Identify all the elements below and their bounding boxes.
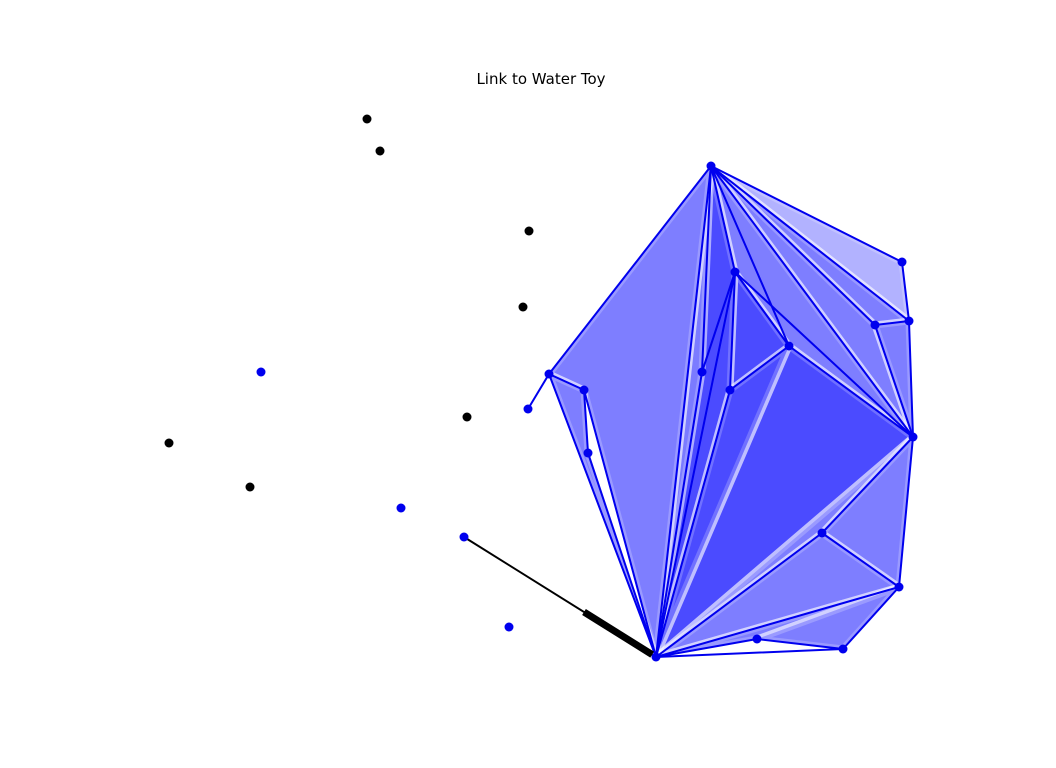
edge-J-I	[655, 532, 823, 658]
blue-node-E	[908, 432, 918, 442]
edge-C-E	[908, 320, 914, 438]
blue-node-L	[730, 267, 740, 277]
face-shade-6	[730, 272, 789, 390]
edge-P-I	[583, 389, 657, 658]
edge-O-P	[548, 373, 585, 391]
blue-node-u4	[459, 532, 469, 542]
edge-E-J	[821, 436, 914, 534]
blue-node-u3	[504, 622, 514, 632]
edge-F-I	[655, 586, 900, 658]
edges-layer	[527, 165, 914, 658]
edge-A-D	[710, 165, 876, 326]
edge-A-L	[710, 165, 736, 273]
blue-node-u2	[396, 503, 406, 513]
edge-K-E	[788, 345, 914, 438]
blue-node-I	[651, 652, 661, 662]
nodes-layer	[164, 114, 918, 662]
diagram-title: Link to Water Toy	[476, 70, 605, 88]
edge-I-G	[655, 648, 844, 658]
edge-A-O	[548, 165, 712, 375]
black-node-b1	[362, 114, 372, 124]
link-edge-thick	[582, 609, 655, 658]
edge-A-B	[710, 165, 903, 263]
edge-D-E	[874, 324, 914, 438]
blue-node-Q	[583, 448, 593, 458]
edge-A-C	[710, 165, 910, 322]
blue-node-u5	[523, 404, 533, 414]
edge-E-F	[898, 436, 914, 588]
edge-L-M	[701, 271, 736, 373]
edge-A-I	[655, 165, 712, 658]
edge-L-N	[729, 271, 736, 391]
blue-node-H	[752, 634, 762, 644]
edge-P-Q	[583, 389, 589, 454]
edge-A-M	[701, 165, 712, 373]
black-node-b4	[518, 302, 528, 312]
edge-F-G	[842, 586, 900, 650]
face-shade-14	[822, 437, 913, 587]
black-node-b3	[524, 226, 534, 236]
face-shade-15	[656, 533, 899, 657]
edge-G-H	[756, 638, 844, 650]
face-shade-17	[757, 587, 899, 649]
blue-node-O	[544, 369, 554, 379]
edge-O-u5	[527, 373, 550, 410]
link-layer	[463, 536, 657, 658]
face-shade-10	[656, 346, 789, 657]
edge-L-K	[734, 271, 790, 347]
face-shade-11	[549, 166, 711, 657]
edge-L-E	[734, 271, 914, 438]
blue-node-G	[838, 644, 848, 654]
face-shade-9	[656, 346, 913, 657]
blue-node-D	[870, 320, 880, 330]
edge-H-I	[655, 638, 758, 658]
blue-node-u1	[256, 367, 266, 377]
blue-node-N	[725, 385, 735, 395]
blue-node-A	[706, 161, 716, 171]
blue-node-C	[904, 316, 914, 326]
edge-O-I	[548, 373, 657, 658]
edge-A-E	[710, 165, 914, 438]
edge-Q-I	[587, 452, 657, 658]
black-node-b5	[462, 412, 472, 422]
face-shade-13	[656, 437, 913, 657]
black-node-b6	[164, 438, 174, 448]
blue-node-F	[894, 582, 904, 592]
edge-C-D	[874, 320, 910, 326]
edge-B-C	[901, 261, 910, 322]
black-node-b7	[245, 482, 255, 492]
blue-node-P	[579, 385, 589, 395]
blue-node-B	[897, 257, 907, 267]
black-node-b2	[375, 146, 385, 156]
edge-M-I	[655, 371, 703, 658]
blue-node-K	[784, 341, 794, 351]
edge-J-F	[821, 532, 900, 588]
blue-node-M	[697, 367, 707, 377]
edge-N-K	[729, 345, 790, 391]
edge-N-I	[655, 389, 731, 658]
blue-node-J	[817, 528, 827, 538]
edge-A-K	[710, 165, 790, 347]
edge-L-I	[655, 271, 736, 658]
